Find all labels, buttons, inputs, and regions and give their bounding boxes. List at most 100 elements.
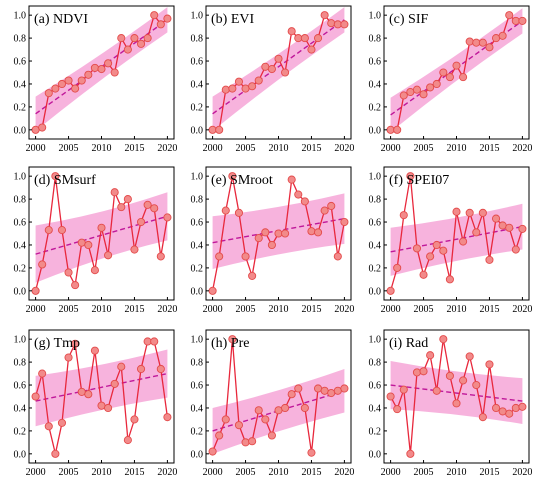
panel-title: (h) Pre xyxy=(211,336,250,351)
y-tick-label: 0.8 xyxy=(14,34,27,45)
data-point xyxy=(97,223,106,232)
data-point xyxy=(426,83,435,92)
y-tick-label: 0.0 xyxy=(191,125,204,136)
x-tick-label: 2000 xyxy=(203,143,223,154)
data-point xyxy=(327,19,336,28)
data-point xyxy=(386,392,395,401)
y-tick-label: 1.0 xyxy=(369,172,382,183)
data-point xyxy=(459,73,468,82)
data-point xyxy=(97,65,106,74)
data-point xyxy=(287,390,296,399)
data-point xyxy=(156,252,165,261)
x-tick-label: 2020 xyxy=(157,467,177,478)
x-tick-label: 2015 xyxy=(301,304,321,315)
x-tick-label: 2000 xyxy=(26,467,46,478)
data-point xyxy=(51,172,60,181)
panel-2: 0.0 0.2 0.4 0.6 0.8 1.0 2000 2005 2010 2015 2020 (b… xyxy=(191,5,354,154)
data-point xyxy=(432,79,441,89)
data-point xyxy=(300,34,309,43)
y-tick-label: 0.2 xyxy=(369,263,382,274)
x-tick-label: 2000 xyxy=(26,304,46,315)
data-point xyxy=(208,286,217,295)
data-point xyxy=(445,371,454,380)
data-point xyxy=(163,14,172,23)
x-tick-label: 2000 xyxy=(381,143,401,154)
y-tick-label: 0.4 xyxy=(14,403,27,414)
data-point xyxy=(248,437,257,446)
y-tick-label: 0.0 xyxy=(369,286,382,297)
data-point xyxy=(221,85,230,94)
panel-8: 0.0 0.2 0.4 0.6 0.8 1.0 2000 2005 2010 2015 2020 (h… xyxy=(191,329,354,478)
x-tick-label: 2005 xyxy=(236,467,256,478)
data-point xyxy=(406,172,415,181)
data-point xyxy=(426,252,435,261)
x-tick-label: 2010 xyxy=(269,467,289,478)
panel-title: (c) SIF xyxy=(389,12,428,27)
data-point xyxy=(478,38,487,47)
x-tick-label: 2005 xyxy=(414,304,434,315)
data-point xyxy=(287,27,296,36)
data-point xyxy=(136,364,146,374)
data-point xyxy=(261,415,270,424)
x-tick-label: 2020 xyxy=(512,467,532,478)
data-point xyxy=(439,246,448,255)
y-tick-label: 1.0 xyxy=(369,335,382,346)
x-tick-label: 2015 xyxy=(124,143,144,154)
y-tick-label: 0.2 xyxy=(369,426,382,437)
data-point xyxy=(498,221,507,230)
panel-title: (b) EVI xyxy=(211,12,254,27)
data-point xyxy=(287,175,296,184)
data-point xyxy=(156,20,165,29)
trend-line xyxy=(390,384,523,402)
data-point xyxy=(491,403,501,413)
data-point xyxy=(51,449,60,458)
data-point xyxy=(485,255,494,264)
data-point xyxy=(518,402,527,411)
x-tick-label: 2000 xyxy=(203,467,223,478)
data-point xyxy=(452,399,461,408)
y-tick-label: 0.6 xyxy=(369,218,382,229)
data-point xyxy=(307,448,316,457)
y-tick-label: 0.0 xyxy=(14,449,27,460)
data-point xyxy=(393,125,402,134)
data-point xyxy=(104,59,113,68)
data-point xyxy=(307,227,316,236)
panel-3: 0.0 0.2 0.4 0.6 0.8 1.0 2000 2005 2010 2015 2020 (c… xyxy=(369,5,532,154)
data-point xyxy=(313,384,323,393)
x-tick-label: 2020 xyxy=(334,304,354,315)
data-point xyxy=(313,228,323,237)
y-tick-label: 0.2 xyxy=(14,102,27,113)
y-tick-label: 0.8 xyxy=(14,195,27,206)
data-point xyxy=(294,384,303,393)
x-tick-label: 2020 xyxy=(512,304,532,315)
data-point xyxy=(419,90,428,99)
x-tick-label: 2015 xyxy=(479,304,499,315)
data-point xyxy=(472,38,481,47)
y-tick-label: 0.2 xyxy=(369,102,382,113)
x-tick-label: 2010 xyxy=(92,143,112,154)
data-point xyxy=(57,418,67,427)
data-point xyxy=(333,20,342,29)
data-point xyxy=(300,197,309,206)
data-point xyxy=(221,206,230,215)
confidence-band xyxy=(390,8,523,133)
x-tick-label: 2000 xyxy=(203,304,223,315)
data-point xyxy=(445,275,454,284)
y-tick-label: 0.8 xyxy=(369,195,382,206)
data-point xyxy=(505,409,514,418)
data-point xyxy=(90,266,99,275)
data-point xyxy=(320,386,329,395)
data-point xyxy=(38,260,47,269)
panel-4: 0.0 0.2 0.4 0.6 0.8 1.0 2000 2005 2010 2015 2020 (d… xyxy=(14,166,177,315)
x-tick-label: 2010 xyxy=(447,304,467,315)
data-point xyxy=(51,84,60,93)
y-tick-label: 0.2 xyxy=(191,263,204,274)
data-point xyxy=(498,31,507,40)
data-point xyxy=(465,352,474,361)
x-tick-label: 2005 xyxy=(236,304,256,315)
data-point xyxy=(465,208,474,217)
data-point xyxy=(327,201,336,211)
x-tick-label: 2020 xyxy=(157,304,177,315)
y-tick-label: 0.4 xyxy=(191,403,204,414)
y-tick-label: 0.0 xyxy=(369,449,382,460)
